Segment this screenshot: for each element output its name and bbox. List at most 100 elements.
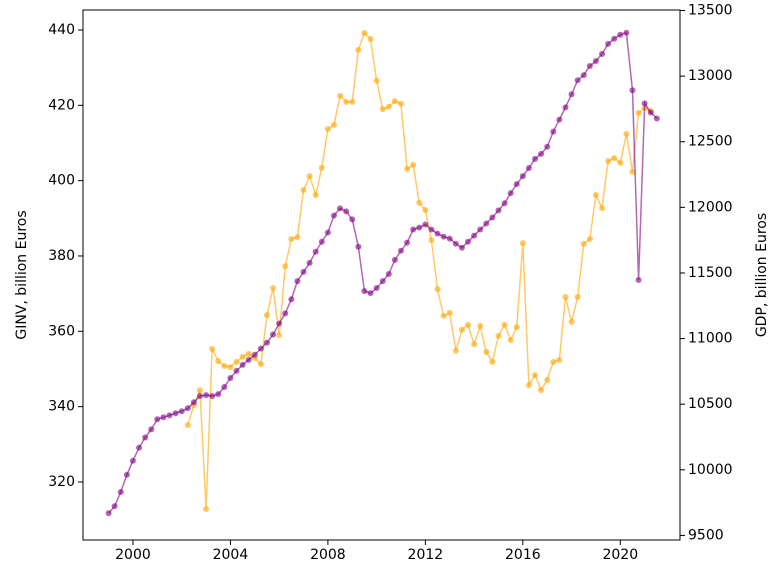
y2-tick-label: 9500 — [688, 527, 724, 543]
series-line — [108, 31, 658, 514]
data-point — [507, 190, 514, 197]
data-point — [562, 294, 569, 301]
y2-tick-label: 12000 — [688, 199, 733, 215]
data-point — [404, 239, 411, 246]
y2-tick-label: 10500 — [688, 396, 733, 412]
data-point — [653, 115, 660, 122]
data-point — [349, 98, 356, 105]
data-point — [203, 506, 210, 513]
data-point — [184, 422, 191, 429]
data-point — [318, 238, 325, 245]
data-point — [605, 158, 612, 165]
data-point — [203, 392, 210, 399]
y2-tick-label: 12500 — [688, 134, 733, 150]
data-point — [282, 310, 289, 317]
data-point — [513, 181, 520, 188]
data-point — [416, 224, 423, 231]
data-point — [379, 278, 386, 285]
data-point — [599, 50, 606, 57]
data-point — [263, 339, 270, 346]
data-point — [245, 356, 252, 363]
data-point — [635, 277, 642, 284]
data-point — [495, 207, 502, 214]
y-tick-label: 420 — [48, 97, 75, 113]
data-point — [611, 35, 618, 42]
data-point — [160, 414, 167, 421]
data-point — [215, 391, 222, 398]
data-point — [507, 336, 514, 343]
data-point — [422, 221, 429, 228]
y2-tick-label: 10000 — [688, 462, 733, 478]
data-point — [422, 207, 429, 214]
data-point — [495, 332, 502, 339]
data-point — [300, 187, 307, 194]
data-point — [142, 434, 149, 441]
data-point — [330, 121, 337, 128]
data-point — [489, 214, 496, 221]
data-point — [440, 233, 447, 240]
data-point — [257, 361, 264, 368]
data-point — [397, 247, 404, 254]
data-point — [562, 104, 569, 111]
data-point — [556, 356, 563, 363]
data-point — [550, 358, 557, 365]
data-point — [489, 358, 496, 365]
data-point — [611, 155, 618, 162]
y2-tick-label: 11500 — [688, 265, 733, 281]
data-point — [397, 100, 404, 107]
y2-tick-label: 13000 — [688, 68, 733, 84]
data-point — [129, 457, 136, 464]
data-point — [318, 164, 325, 171]
x-tick-label: 2000 — [115, 547, 151, 563]
data-point — [629, 87, 636, 94]
data-point — [227, 374, 234, 381]
data-point — [361, 29, 368, 36]
data-point — [623, 130, 630, 137]
data-point — [306, 259, 313, 266]
data-point — [355, 46, 362, 53]
data-point — [446, 309, 453, 316]
data-point — [519, 240, 526, 247]
data-point — [532, 155, 539, 162]
data-point — [544, 376, 551, 383]
data-point — [629, 168, 636, 175]
data-point — [349, 216, 356, 223]
data-point — [373, 77, 380, 84]
data-point — [355, 243, 362, 250]
data-point — [111, 503, 118, 510]
data-point — [458, 326, 465, 333]
data-point — [343, 98, 350, 105]
x-tick-label: 2016 — [505, 547, 541, 563]
data-point — [294, 234, 301, 241]
data-point — [276, 332, 283, 339]
y-axis-label: GINV, billion Euros — [14, 210, 30, 339]
data-point — [233, 358, 240, 365]
data-point — [580, 72, 587, 79]
data-point — [312, 191, 319, 198]
y-tick-label: 360 — [48, 323, 75, 339]
data-point — [221, 362, 228, 369]
data-point — [361, 288, 368, 295]
data-point — [337, 205, 344, 212]
data-point — [324, 126, 331, 133]
data-point — [324, 229, 331, 236]
data-point — [440, 312, 447, 319]
data-point — [245, 350, 252, 357]
data-point — [154, 416, 161, 423]
data-point — [239, 353, 246, 360]
data-point — [592, 58, 599, 65]
data-point — [263, 312, 270, 319]
data-point — [617, 31, 624, 38]
data-point — [501, 200, 508, 207]
data-point — [477, 226, 484, 233]
data-point — [647, 109, 654, 116]
data-point — [123, 471, 130, 478]
data-point — [404, 165, 411, 172]
data-point — [635, 109, 642, 116]
data-point — [227, 364, 234, 371]
y-tick-label: 400 — [48, 173, 75, 189]
data-point — [270, 284, 277, 291]
data-point — [434, 286, 441, 293]
data-point — [617, 159, 624, 166]
data-point — [337, 92, 344, 99]
